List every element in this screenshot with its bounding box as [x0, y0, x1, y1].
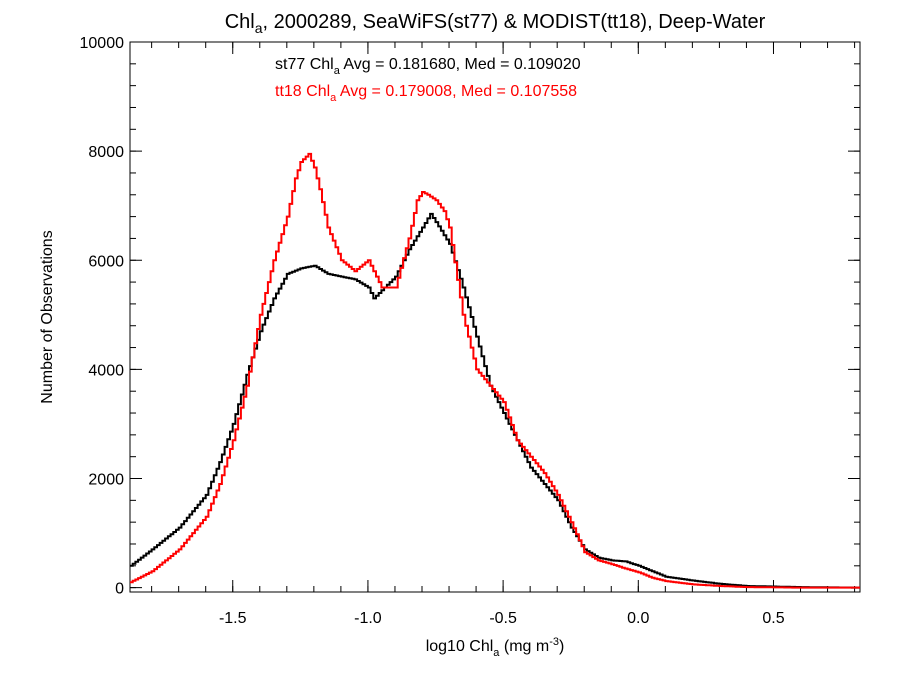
x-tick-label: -0.5 [489, 610, 517, 627]
series-tt18-histogram [130, 152, 860, 589]
y-tick-label: 2000 [88, 472, 124, 489]
y-tick-label: 10000 [80, 35, 125, 52]
annotation-tt18: tt18 Chla Avg = 0.179008, Med = 0.107558 [275, 83, 577, 104]
x-tick-label: -1.0 [354, 610, 382, 627]
x-tick-label: 0.5 [762, 610, 784, 627]
x-tick-label: 0.0 [627, 610, 649, 627]
y-axis-label: Number of Observations [39, 230, 56, 403]
y-tick-label: 0 [115, 581, 124, 598]
series-st77-histogram [130, 212, 860, 589]
x-axis-label: log10 Chla (mg m-3) [426, 636, 565, 659]
annotation-st77: st77 Chla Avg = 0.181680, Med = 0.109020 [275, 56, 581, 77]
series-layer [130, 152, 860, 589]
chart-title: Chla, 2000289, SeaWiFS(st77) & MODIST(tt… [225, 11, 766, 36]
y-tick-label: 4000 [88, 362, 124, 379]
y-tick-label: 8000 [88, 144, 124, 161]
y-tick-label: 6000 [88, 253, 124, 270]
x-tick-label: -1.5 [219, 610, 247, 627]
plot-frame [129, 41, 861, 593]
